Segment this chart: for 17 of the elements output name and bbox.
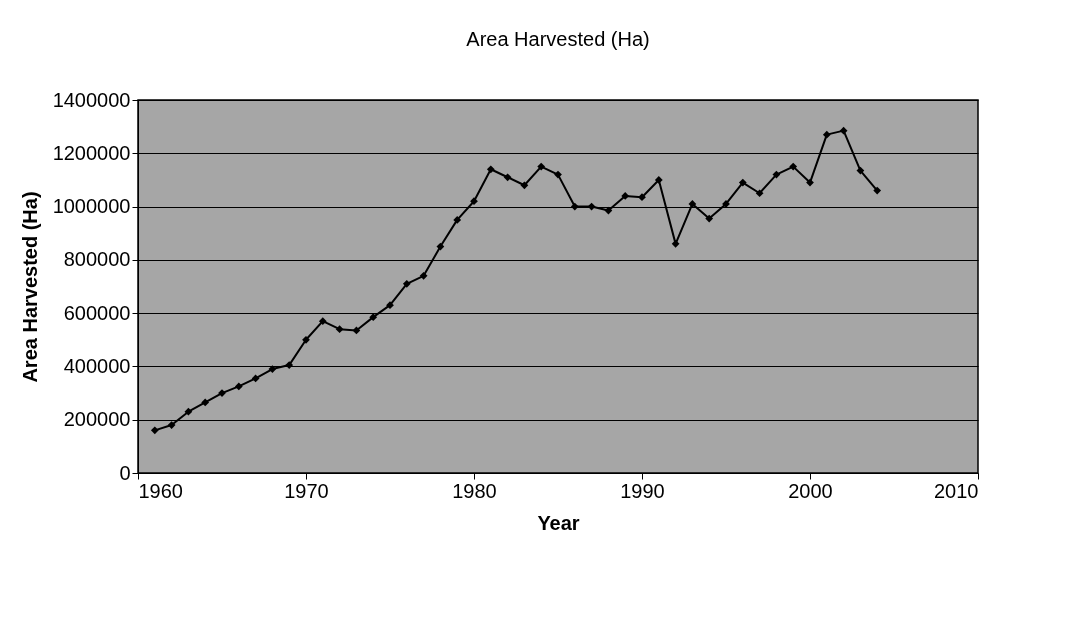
x-tick-label: 1960: [138, 479, 183, 502]
x-tick-label: 1970: [284, 479, 329, 502]
x-tick-label: 1990: [620, 479, 665, 502]
x-tick-label: 1980: [452, 479, 497, 502]
y-tick-label: 600000: [63, 301, 131, 324]
x-axis-title: Year: [537, 511, 580, 534]
y-tick-label: 1000000: [52, 195, 131, 218]
x-tick-label: 2010: [934, 479, 979, 502]
y-tick-label: 800000: [63, 248, 131, 271]
y-tick-label: 200000: [63, 408, 131, 431]
y-axis-title: Area Harvested (Ha): [18, 191, 41, 383]
x-tick-label: 2000: [788, 479, 833, 502]
y-tick-label: 0: [119, 461, 131, 484]
chart-title: Area Harvested (Ha): [466, 28, 650, 50]
y-tick-label: 400000: [63, 354, 131, 377]
y-tick-label: 1400000: [52, 88, 131, 111]
y-tick-label: 1200000: [52, 141, 131, 164]
